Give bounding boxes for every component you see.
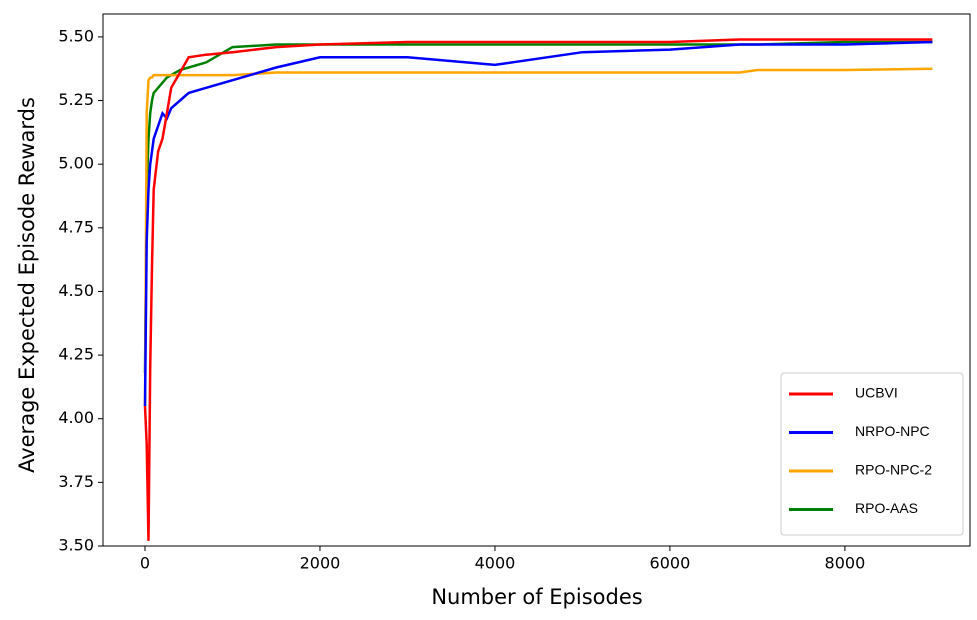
x-tick-label: 8000	[825, 554, 866, 573]
y-tick-label: 4.25	[58, 345, 94, 364]
x-tick-label: 4000	[475, 554, 516, 573]
legend-label: NRPO-NPC	[855, 423, 930, 439]
legend-label: RPO-NPC-2	[855, 462, 932, 478]
series-line	[143, 40, 933, 407]
x-tick-label: 2000	[300, 554, 341, 573]
y-axis-label: Average Expected Episode Rewards	[15, 97, 39, 473]
series-line	[143, 67, 933, 407]
y-tick-label: 4.50	[58, 281, 94, 300]
y-tick-label: 4.75	[58, 217, 94, 236]
y-tick-label: 5.00	[58, 154, 94, 173]
legend-box	[780, 372, 964, 536]
x-tick-label: 0	[140, 554, 150, 573]
legend-label: UCBVI	[855, 385, 898, 401]
y-tick-label: 5.25	[58, 90, 94, 109]
plot-frame	[102, 13, 971, 547]
legend-label: RPO-AAS	[855, 500, 918, 516]
x-axis-label: Number of Episodes	[431, 585, 642, 609]
y-tick-label: 5.50	[58, 26, 94, 45]
series-line	[143, 40, 933, 373]
x-tick-label: 6000	[650, 554, 691, 573]
y-tick-label: 3.75	[58, 472, 94, 491]
series-line	[143, 38, 933, 541]
y-tick-label: 3.50	[58, 536, 94, 555]
y-tick-label: 4.00	[58, 408, 94, 427]
